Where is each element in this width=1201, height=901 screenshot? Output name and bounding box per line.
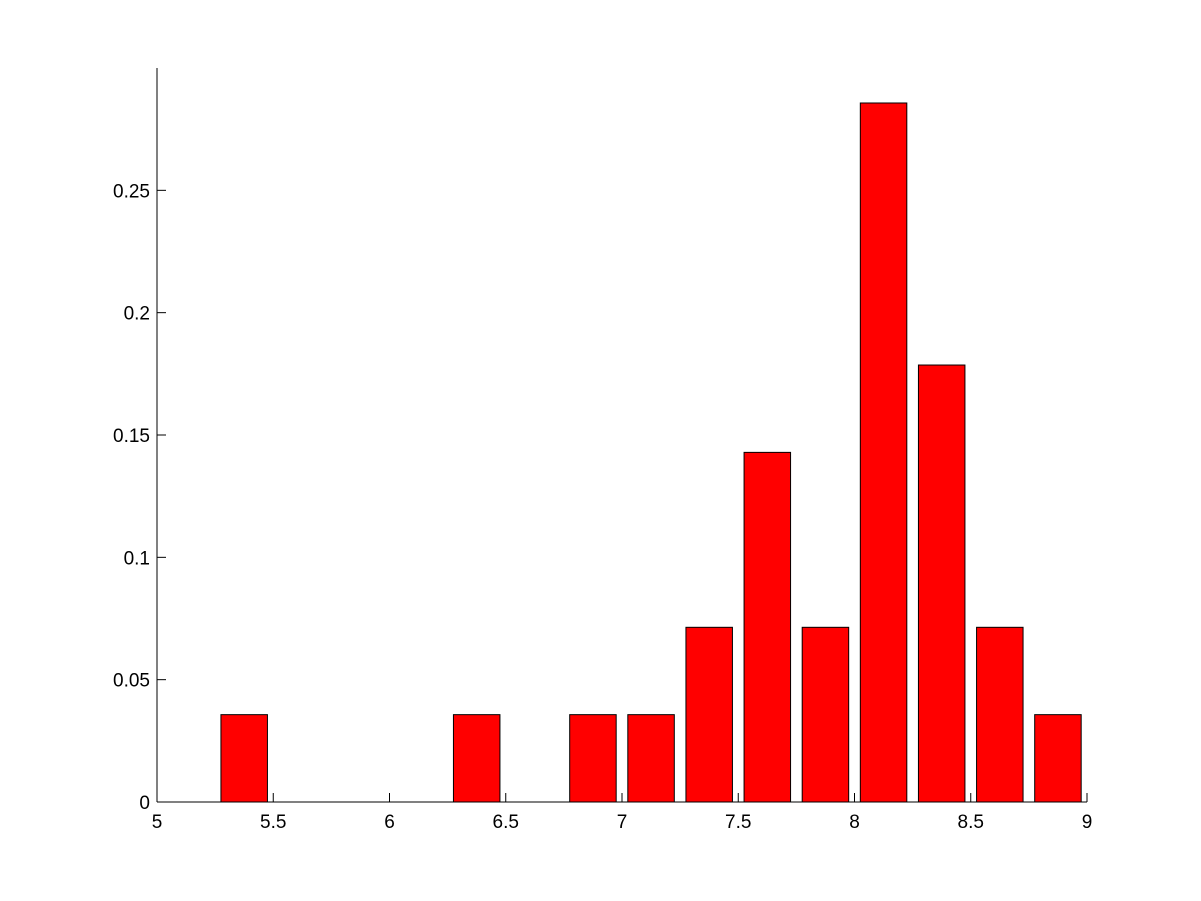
y-tick-label: 0.25: [113, 181, 150, 202]
bar: [859, 102, 908, 803]
bar: [743, 451, 792, 803]
y-tick-label: 0: [139, 793, 150, 814]
x-tick-label: 9: [1082, 812, 1093, 833]
x-tick-label: 7: [617, 812, 628, 833]
bar: [220, 714, 268, 803]
x-tick-label: 7.5: [725, 812, 751, 833]
bar: [627, 714, 675, 803]
bar: [917, 364, 966, 803]
y-tick-label: 0.1: [124, 548, 150, 569]
x-tick-label: 5.5: [260, 812, 286, 833]
bar: [452, 714, 501, 803]
bar: [685, 626, 733, 803]
bar: [1034, 714, 1082, 803]
x-tick-label: 5: [152, 812, 163, 833]
y-tick-label: 0.15: [113, 426, 150, 447]
y-tick-label: 0.2: [124, 304, 150, 325]
x-tick-label: 8.5: [958, 812, 984, 833]
bar: [801, 626, 850, 803]
bar: [976, 626, 1024, 803]
x-tick-label: 6.5: [493, 812, 519, 833]
x-tick-label: 8: [849, 812, 860, 833]
bar: [569, 714, 617, 803]
x-tick-label: 6: [384, 812, 395, 833]
y-tick-label: 0.05: [113, 671, 150, 692]
